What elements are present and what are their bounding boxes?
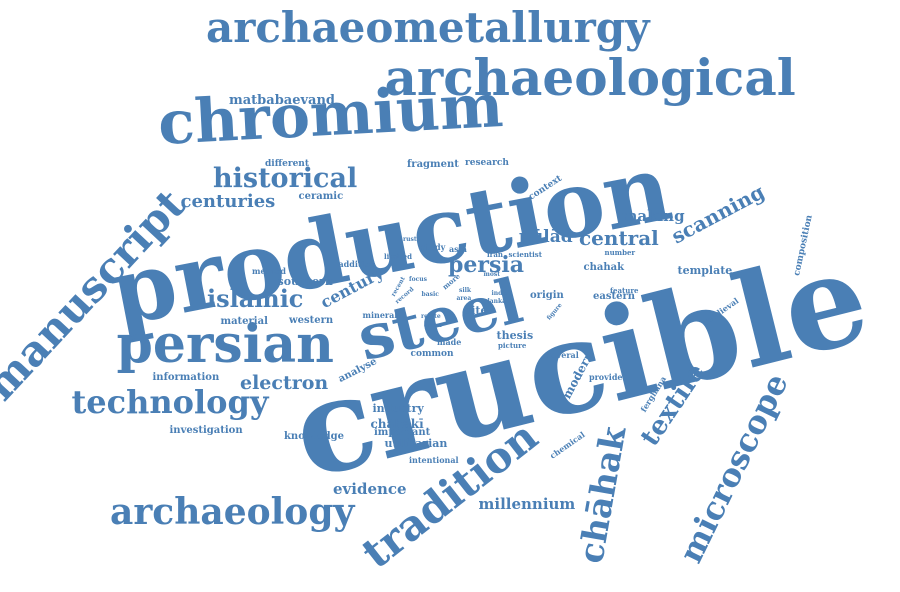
word-knowledge: knowledge xyxy=(284,431,344,442)
word-utilitarian: utilitarian xyxy=(384,436,448,450)
word-research: research xyxy=(465,157,509,168)
word-information: information xyxy=(152,372,220,383)
word-lanka: lanka xyxy=(487,298,507,305)
word-pulad: pūlād xyxy=(519,226,573,247)
word-site: site xyxy=(465,303,488,317)
word-number: number xyxy=(604,247,636,257)
word-rust: rust xyxy=(403,236,417,243)
word-investigation: investigation xyxy=(169,425,243,436)
word-electron: electron xyxy=(240,371,329,394)
word-matbabaevand: matbabaevand xyxy=(229,92,335,108)
word-area: area xyxy=(456,295,472,302)
word-southern: southern xyxy=(277,274,333,288)
word-relate: relate xyxy=(421,313,441,320)
word-chahak-short: chahak xyxy=(583,262,625,273)
word-india: india xyxy=(491,290,509,297)
word-material: material xyxy=(220,316,268,327)
word-persia: persia xyxy=(448,252,524,278)
word-persian: persian xyxy=(116,314,334,375)
word-chahaki: chāhakī xyxy=(370,417,424,431)
word-basic: basic xyxy=(421,291,439,298)
word-historical: historical xyxy=(213,162,358,194)
word-fragment: fragment xyxy=(407,159,459,170)
word-origin: origin xyxy=(530,290,564,301)
word-silk: silk xyxy=(459,287,472,294)
word-made: made xyxy=(437,337,462,347)
word-archaeology: archaeology xyxy=(110,491,355,533)
word-western: western xyxy=(289,315,334,326)
word-iran: iran xyxy=(487,249,503,259)
word-provide: provide xyxy=(589,372,623,382)
word-eastern: eastern xyxy=(593,291,635,302)
word-several: several xyxy=(547,350,579,360)
word-asian: asian xyxy=(424,322,442,329)
word-archaeological: archaeological xyxy=(384,48,796,107)
word-industry: industry xyxy=(372,401,424,415)
word-asia: asia xyxy=(449,244,467,254)
word-important: important xyxy=(374,427,431,438)
word-archaeometallurgy: archaeometallurgy xyxy=(206,3,650,52)
word-different: different xyxy=(265,158,309,169)
word-study: study xyxy=(421,242,446,252)
word-method: method xyxy=(252,266,286,276)
word-scientist: scientist xyxy=(508,249,542,259)
word-mineral: mineral xyxy=(362,310,398,320)
word-making: making xyxy=(621,206,685,225)
word-picture: picture xyxy=(498,340,527,350)
word-intentional: intentional xyxy=(409,455,459,465)
word-addition: addition xyxy=(338,259,376,269)
word-feature: feature xyxy=(610,285,639,295)
word-central: central xyxy=(579,226,659,250)
word-focus: focus xyxy=(409,276,427,283)
word-common: common xyxy=(410,348,454,359)
word-centuries: centuries xyxy=(180,191,276,212)
word-template: template xyxy=(677,263,733,277)
word-millennium: millennium xyxy=(478,494,576,513)
word-evidence: evidence xyxy=(333,479,407,498)
word-thesis: thesis xyxy=(496,328,534,342)
word-most: most xyxy=(483,271,501,278)
word-technology: technology xyxy=(71,383,269,421)
word-limited: limited xyxy=(384,251,412,261)
word-ceramic: ceramic xyxy=(298,191,344,202)
word-islamic: islamic xyxy=(207,284,304,313)
word-chahak-macron: chāhak xyxy=(571,423,635,567)
